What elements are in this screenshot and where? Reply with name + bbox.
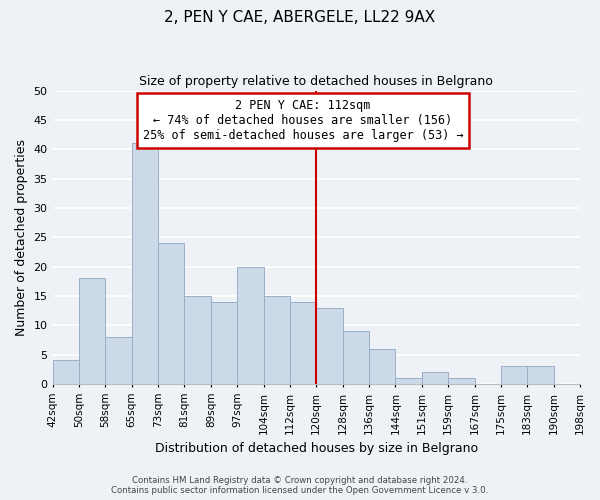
Bar (527, 366, 554, 384)
Bar (369, 348, 395, 384)
Text: 2, PEN Y CAE, ABERGELE, LL22 9AX: 2, PEN Y CAE, ABERGELE, LL22 9AX (164, 10, 436, 25)
Bar (290, 302, 316, 384)
Bar (237, 266, 263, 384)
Text: 2 PEN Y CAE: 112sqm
← 74% of detached houses are smaller (156)
25% of semi-detac: 2 PEN Y CAE: 112sqm ← 74% of detached ho… (143, 100, 463, 142)
Bar (316, 308, 343, 384)
Bar (422, 372, 448, 384)
Bar (131, 144, 158, 384)
Bar (105, 337, 131, 384)
Bar (448, 378, 475, 384)
Bar (184, 296, 211, 384)
Text: Contains HM Land Registry data © Crown copyright and database right 2024.
Contai: Contains HM Land Registry data © Crown c… (112, 476, 488, 495)
Bar (79, 278, 105, 384)
X-axis label: Distribution of detached houses by size in Belgrano: Distribution of detached houses by size … (155, 442, 478, 455)
Bar (395, 378, 422, 384)
Bar (158, 243, 184, 384)
Bar (501, 366, 527, 384)
Bar (53, 360, 79, 384)
Title: Size of property relative to detached houses in Belgrano: Size of property relative to detached ho… (139, 75, 493, 88)
Y-axis label: Number of detached properties: Number of detached properties (15, 138, 28, 336)
Bar (343, 331, 369, 384)
Bar (211, 302, 237, 384)
Bar (263, 296, 290, 384)
